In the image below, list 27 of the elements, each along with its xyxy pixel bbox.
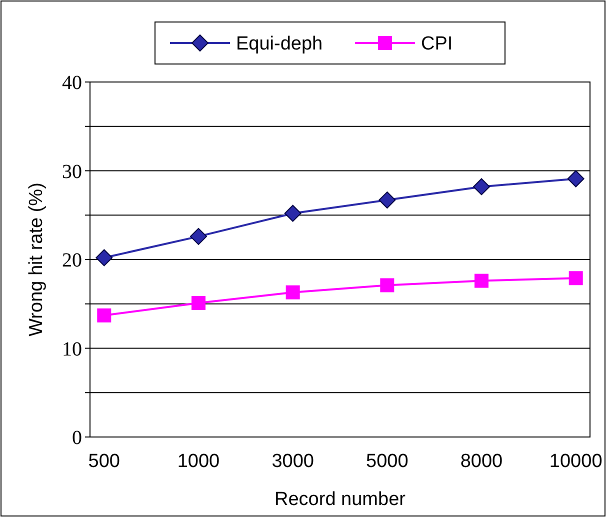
y-tick-label: 0 [72, 427, 82, 449]
legend-label: CPI [421, 34, 453, 55]
y-tick-label: 20 [62, 250, 82, 272]
point [97, 308, 112, 322]
point [191, 296, 206, 310]
x-tick-label: 10000 [549, 451, 602, 472]
point [567, 170, 584, 188]
point [378, 192, 396, 209]
point [96, 249, 113, 266]
y-tick-label: 40 [62, 72, 82, 94]
point [286, 285, 300, 300]
point [190, 228, 207, 245]
x-tick-label: 5000 [366, 451, 408, 472]
x-tick-label: 1000 [177, 451, 220, 472]
x-axis-title: Record number [274, 489, 406, 510]
point [473, 178, 490, 196]
x-tick-label: 500 [88, 451, 120, 472]
point [568, 271, 583, 286]
legend-label: Equi-deph [236, 34, 323, 55]
y-tick-label: 10 [62, 338, 82, 360]
point [474, 274, 489, 288]
x-tick-label: 8000 [460, 451, 503, 472]
point [284, 204, 302, 222]
x-tick-label: 3000 [272, 451, 314, 472]
y-axis-title: Wrong hit rate (%) [26, 182, 47, 336]
y-tick-label: 30 [62, 160, 82, 183]
point [380, 278, 394, 292]
